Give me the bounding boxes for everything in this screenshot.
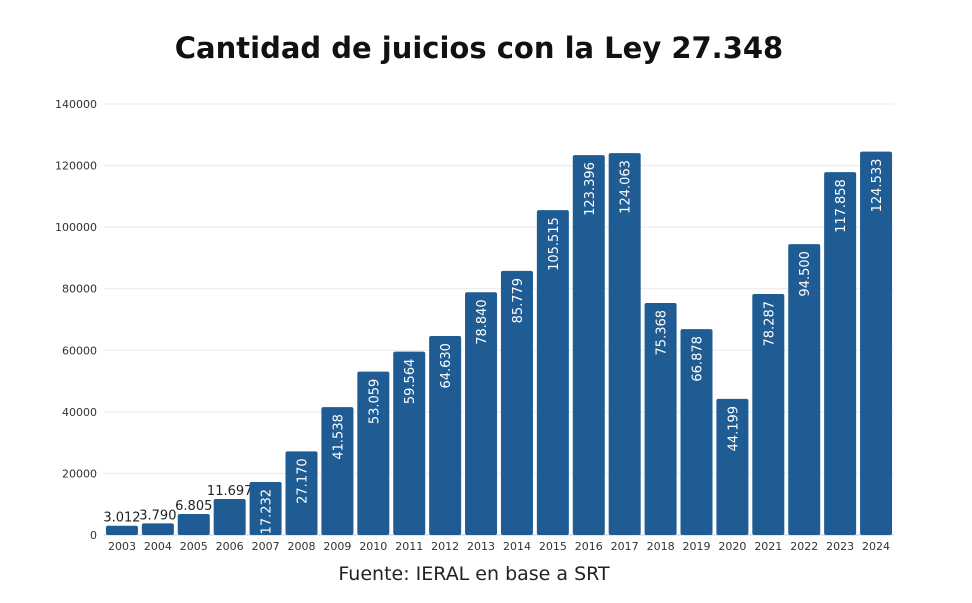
x-tick-label: 2011 — [395, 540, 423, 553]
x-tick-label: 2015 — [539, 540, 567, 553]
x-tick-label: 2007 — [252, 540, 280, 553]
x-tick-label: 2008 — [288, 540, 316, 553]
y-tick-label: 60000 — [62, 344, 97, 357]
bar-2014 — [500, 270, 533, 535]
data-label: 6.805 — [175, 499, 212, 514]
bar-2023 — [824, 172, 857, 536]
bar-2016 — [572, 155, 605, 536]
bar-2005 — [177, 514, 210, 535]
bar-2003 — [105, 525, 138, 535]
bar-2009 — [321, 407, 354, 535]
y-tick-label: 100000 — [55, 221, 97, 234]
bar-2004 — [141, 523, 174, 535]
bar-2020 — [716, 398, 749, 535]
bar-2007 — [249, 481, 282, 535]
bar-2022 — [788, 244, 821, 535]
bar-2019 — [680, 329, 713, 535]
data-label: 11.697 — [207, 484, 253, 499]
y-tick-label: 20000 — [62, 467, 97, 480]
x-tick-label: 2022 — [790, 540, 818, 553]
x-tick-label: 2010 — [359, 540, 387, 553]
bar-2021 — [752, 293, 785, 535]
data-label: 27.170 — [296, 458, 311, 504]
y-tick-label: 120000 — [55, 160, 97, 173]
data-label: 124.533 — [870, 159, 885, 213]
bar-2010 — [357, 371, 390, 535]
x-tick-label: 2020 — [718, 540, 746, 553]
data-label: 105.515 — [547, 217, 562, 271]
data-label: 64.630 — [439, 343, 454, 389]
x-tick-label: 2023 — [826, 540, 854, 553]
data-label: 94.500 — [798, 251, 813, 297]
data-label: 78.287 — [762, 301, 777, 347]
x-tick-label: 2018 — [647, 540, 675, 553]
x-tick-label: 2005 — [180, 540, 208, 553]
bar-2018 — [644, 302, 677, 535]
x-tick-label: 2021 — [754, 540, 782, 553]
bar-2012 — [429, 336, 462, 535]
data-label: 17.232 — [260, 489, 275, 535]
x-tick-label: 2014 — [503, 540, 531, 553]
data-label: 123.396 — [583, 162, 598, 216]
data-label: 59.564 — [403, 359, 418, 405]
x-tick-label: 2017 — [611, 540, 639, 553]
x-tick-label: 2003 — [108, 540, 136, 553]
chart-source: Fuente: IERAL en base a SRT — [338, 563, 610, 585]
data-label: 53.059 — [367, 379, 382, 425]
x-tick-label: 2019 — [683, 540, 711, 553]
y-tick-label: 40000 — [62, 406, 97, 419]
data-label: 75.368 — [655, 310, 670, 356]
x-tick-label: 2004 — [144, 540, 172, 553]
x-tick-label: 2013 — [467, 540, 495, 553]
data-label: 44.199 — [726, 406, 741, 452]
data-label: 117.858 — [834, 179, 849, 233]
x-tick-label: 2012 — [431, 540, 459, 553]
data-label: 78.840 — [475, 299, 490, 345]
x-tick-label: 2024 — [862, 540, 890, 553]
y-tick-label: 0 — [90, 529, 97, 542]
x-tick-label: 2006 — [216, 540, 244, 553]
data-label: 3.790 — [139, 508, 176, 523]
chart-title: Cantidad de juicios con la Ley 27.348 — [175, 31, 783, 65]
bar-2011 — [393, 351, 426, 535]
y-tick-label: 140000 — [55, 98, 97, 111]
bar-2015 — [536, 210, 569, 535]
bar-2017 — [608, 153, 641, 536]
x-tick-label: 2016 — [575, 540, 603, 553]
bar-2024 — [860, 151, 893, 535]
data-label: 66.878 — [691, 336, 706, 382]
bar-2006 — [213, 498, 246, 535]
data-label: 124.063 — [619, 160, 634, 214]
bar-2008 — [285, 451, 318, 535]
y-tick-label: 80000 — [62, 283, 97, 296]
x-tick-label: 2009 — [323, 540, 351, 553]
data-label: 85.779 — [511, 278, 526, 324]
data-label: 41.538 — [331, 414, 346, 460]
bar-2013 — [465, 292, 498, 535]
data-label: 3.012 — [103, 511, 140, 526]
